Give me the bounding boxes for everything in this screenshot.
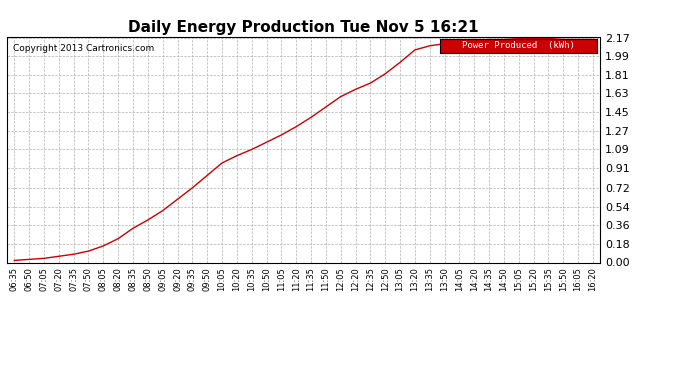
Title: Daily Energy Production Tue Nov 5 16:21: Daily Energy Production Tue Nov 5 16:21	[128, 20, 479, 35]
Text: Copyright 2013 Cartronics.com: Copyright 2013 Cartronics.com	[13, 44, 154, 53]
